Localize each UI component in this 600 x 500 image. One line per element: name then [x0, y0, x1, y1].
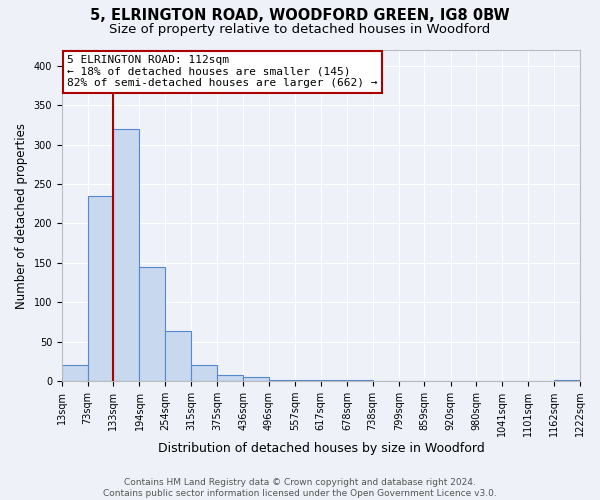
Bar: [269, 380, 295, 381]
Bar: [191, 366, 217, 381]
Bar: [243, 377, 269, 381]
Bar: [554, 380, 580, 381]
Y-axis label: Number of detached properties: Number of detached properties: [15, 122, 28, 308]
Bar: [62, 366, 88, 381]
Text: Contains HM Land Registry data © Crown copyright and database right 2024.
Contai: Contains HM Land Registry data © Crown c…: [103, 478, 497, 498]
Bar: [347, 380, 373, 381]
Bar: [113, 129, 139, 381]
Bar: [165, 332, 191, 381]
Text: 5 ELRINGTON ROAD: 112sqm
← 18% of detached houses are smaller (145)
82% of semi-: 5 ELRINGTON ROAD: 112sqm ← 18% of detach…: [67, 55, 377, 88]
Bar: [217, 375, 243, 381]
Bar: [139, 267, 165, 381]
Bar: [321, 380, 346, 381]
Bar: [295, 380, 321, 381]
X-axis label: Distribution of detached houses by size in Woodford: Distribution of detached houses by size …: [158, 442, 484, 455]
Bar: [88, 196, 113, 381]
Text: Size of property relative to detached houses in Woodford: Size of property relative to detached ho…: [109, 22, 491, 36]
Text: 5, ELRINGTON ROAD, WOODFORD GREEN, IG8 0BW: 5, ELRINGTON ROAD, WOODFORD GREEN, IG8 0…: [90, 8, 510, 22]
